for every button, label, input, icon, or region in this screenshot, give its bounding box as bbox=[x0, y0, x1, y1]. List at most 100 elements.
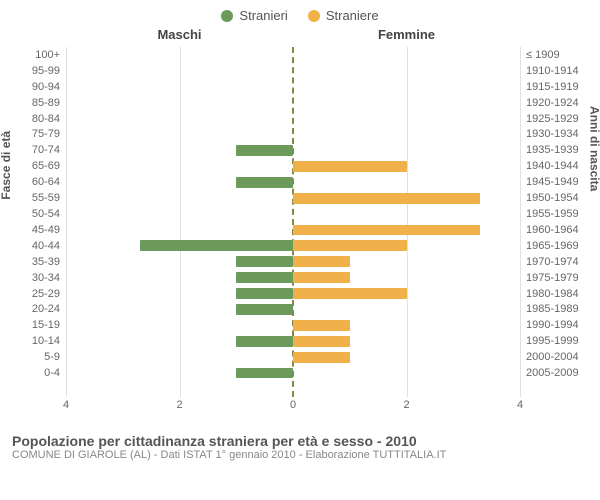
y-label-birth: 1910-1914 bbox=[520, 63, 590, 79]
bar-female bbox=[293, 320, 350, 331]
y-label-birth: 1920-1924 bbox=[520, 95, 590, 111]
bar-male bbox=[236, 145, 293, 156]
table-row bbox=[66, 365, 520, 381]
col-header-male: Maschi bbox=[66, 27, 293, 47]
table-row bbox=[66, 174, 520, 190]
y-label-age: 40-44 bbox=[10, 238, 66, 254]
legend-item-male: Stranieri bbox=[221, 8, 287, 23]
table-row bbox=[66, 286, 520, 302]
x-tick: 2 bbox=[403, 399, 409, 411]
y-label-age: 100+ bbox=[10, 47, 66, 63]
chart-rows bbox=[66, 47, 520, 397]
chart-title: Popolazione per cittadinanza straniera p… bbox=[12, 433, 588, 449]
table-row bbox=[66, 206, 520, 222]
table-row bbox=[66, 333, 520, 349]
y-label-birth: 1930-1934 bbox=[520, 127, 590, 143]
table-row bbox=[66, 95, 520, 111]
y-labels-birth: ≤ 19091910-19141915-19191920-19241925-19… bbox=[520, 47, 590, 397]
table-row bbox=[66, 63, 520, 79]
x-tick: 0 bbox=[290, 399, 296, 411]
x-axis-ticks: 4 2 0 2 4 bbox=[66, 399, 520, 415]
table-row bbox=[66, 127, 520, 143]
y-label-age: 80-84 bbox=[10, 111, 66, 127]
table-row bbox=[66, 79, 520, 95]
y-label-age: 95-99 bbox=[10, 63, 66, 79]
bar-female bbox=[293, 352, 350, 363]
column-headers: Maschi Femmine bbox=[10, 27, 590, 47]
bar-female bbox=[293, 240, 407, 251]
y-label-birth: 1935-1939 bbox=[520, 142, 590, 158]
chart-legend: Stranieri Straniere bbox=[0, 0, 600, 27]
bar-female bbox=[293, 288, 407, 299]
y-label-birth: 1960-1964 bbox=[520, 222, 590, 238]
table-row bbox=[66, 111, 520, 127]
y-label-age: 60-64 bbox=[10, 174, 66, 190]
y-label-birth: 1925-1929 bbox=[520, 111, 590, 127]
table-row bbox=[66, 349, 520, 365]
chart-subtitle: COMUNE DI GIAROLE (AL) - Dati ISTAT 1° g… bbox=[12, 449, 588, 461]
legend-dot-female bbox=[308, 10, 320, 22]
y-label-age: 10-14 bbox=[10, 333, 66, 349]
y-label-age: 65-69 bbox=[10, 158, 66, 174]
table-row bbox=[66, 190, 520, 206]
table-row bbox=[66, 302, 520, 318]
table-row bbox=[66, 158, 520, 174]
bar-male bbox=[236, 256, 293, 267]
table-row bbox=[66, 254, 520, 270]
y-label-birth: 2005-2009 bbox=[520, 365, 590, 381]
y-label-birth: 1980-1984 bbox=[520, 286, 590, 302]
bar-female bbox=[293, 272, 350, 283]
x-tick: 4 bbox=[63, 399, 69, 411]
y-label-age: 50-54 bbox=[10, 206, 66, 222]
legend-item-female: Straniere bbox=[308, 8, 379, 23]
table-row bbox=[66, 270, 520, 286]
x-tick: 2 bbox=[176, 399, 182, 411]
y-label-age: 85-89 bbox=[10, 95, 66, 111]
y-label-birth: 1915-1919 bbox=[520, 79, 590, 95]
bar-male bbox=[140, 240, 293, 251]
y-label-birth: 1945-1949 bbox=[520, 174, 590, 190]
bar-male bbox=[236, 272, 293, 283]
bar-male bbox=[236, 288, 293, 299]
table-row bbox=[66, 142, 520, 158]
bar-male bbox=[236, 336, 293, 347]
y-label-birth: ≤ 1909 bbox=[520, 47, 590, 63]
y-label-age: 20-24 bbox=[10, 302, 66, 318]
y-label-birth: 1940-1944 bbox=[520, 158, 590, 174]
y-label-age: 75-79 bbox=[10, 127, 66, 143]
bar-female bbox=[293, 225, 480, 236]
y-label-birth: 1975-1979 bbox=[520, 270, 590, 286]
y-label-birth: 1965-1969 bbox=[520, 238, 590, 254]
bar-male bbox=[236, 177, 293, 188]
y-label-age: 0-4 bbox=[10, 365, 66, 381]
bar-male bbox=[236, 304, 293, 315]
legend-dot-male bbox=[221, 10, 233, 22]
y-label-age: 25-29 bbox=[10, 286, 66, 302]
bar-female bbox=[293, 256, 350, 267]
legend-label-male: Stranieri bbox=[239, 8, 287, 23]
y-label-age: 90-94 bbox=[10, 79, 66, 95]
y-label-birth: 1970-1974 bbox=[520, 254, 590, 270]
table-row bbox=[66, 222, 520, 238]
bar-male bbox=[236, 368, 293, 379]
y-label-age: 35-39 bbox=[10, 254, 66, 270]
y-label-age: 15-19 bbox=[10, 317, 66, 333]
bar-female bbox=[293, 336, 350, 347]
x-tick: 4 bbox=[517, 399, 523, 411]
y-label-birth: 1955-1959 bbox=[520, 206, 590, 222]
y-label-birth: 1950-1954 bbox=[520, 190, 590, 206]
y-label-age: 5-9 bbox=[10, 349, 66, 365]
bar-female bbox=[293, 161, 407, 172]
legend-label-female: Straniere bbox=[326, 8, 379, 23]
table-row bbox=[66, 47, 520, 63]
y-label-birth: 2000-2004 bbox=[520, 349, 590, 365]
y-labels-age: 100+95-9990-9485-8980-8475-7970-7465-696… bbox=[10, 47, 66, 397]
population-pyramid-chart: Fasce di età Anni di nascita Maschi Femm… bbox=[10, 27, 590, 427]
y-label-age: 30-34 bbox=[10, 270, 66, 286]
y-label-age: 55-59 bbox=[10, 190, 66, 206]
y-label-age: 70-74 bbox=[10, 142, 66, 158]
col-header-female: Femmine bbox=[293, 27, 520, 47]
y-label-age: 45-49 bbox=[10, 222, 66, 238]
y-label-birth: 1985-1989 bbox=[520, 302, 590, 318]
table-row bbox=[66, 317, 520, 333]
